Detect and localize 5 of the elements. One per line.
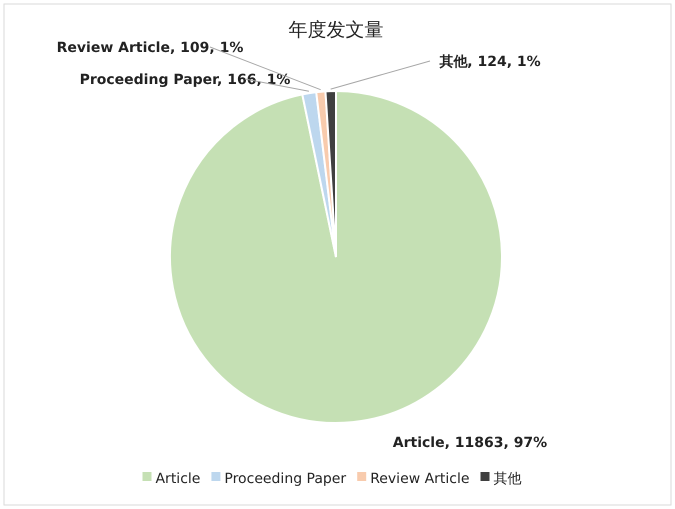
legend-label: 其他	[494, 471, 522, 487]
legend-label: Review Article	[370, 471, 470, 487]
legend-label: Article	[155, 471, 200, 487]
legend-label: Proceeding Paper	[224, 471, 346, 487]
title: 年度发文量	[288, 19, 384, 41]
